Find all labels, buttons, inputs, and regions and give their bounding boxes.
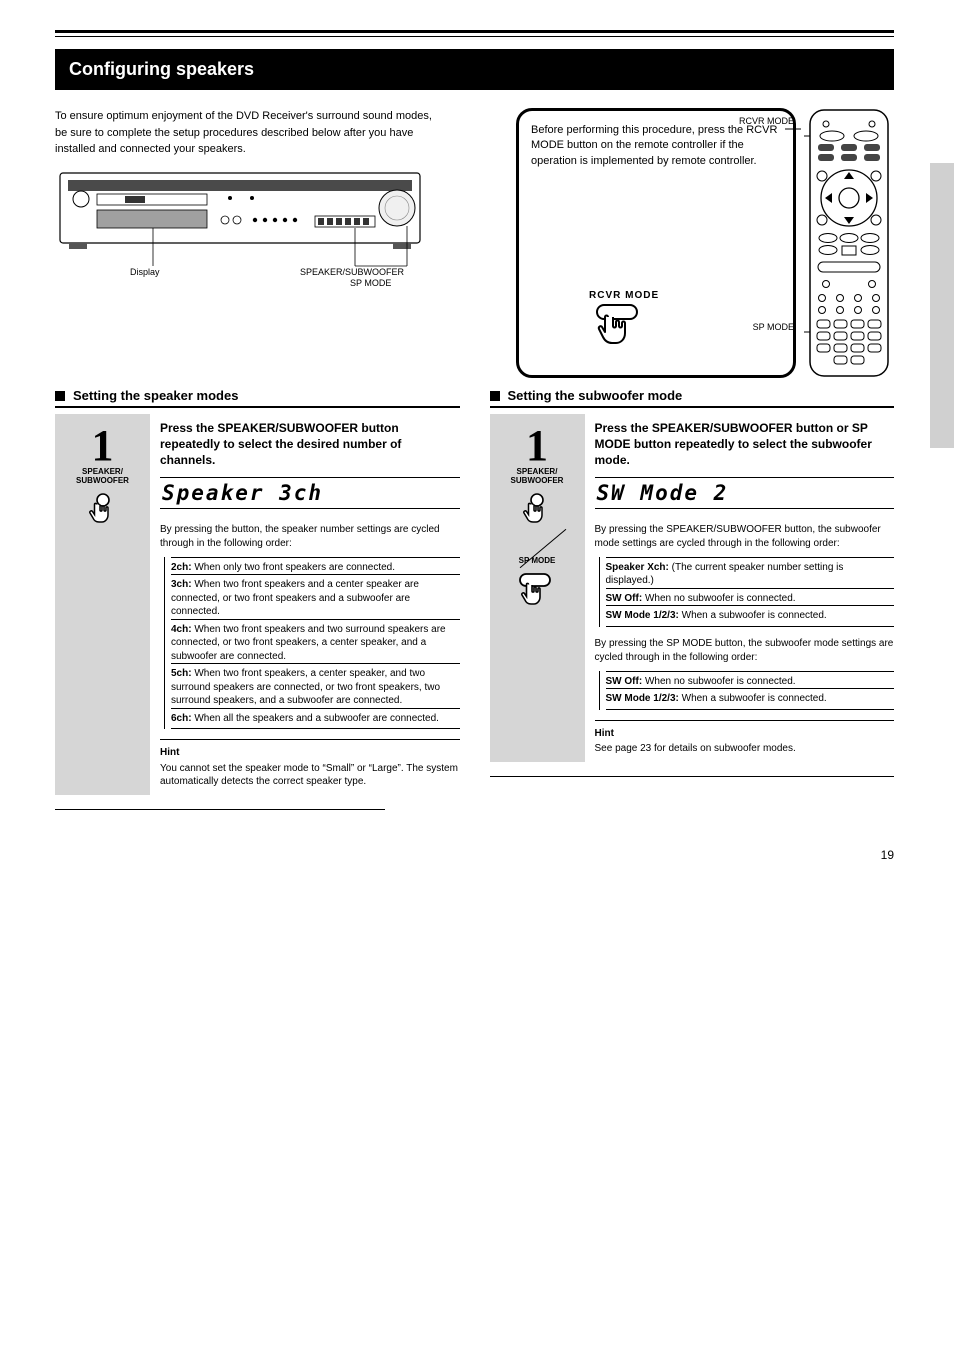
definition-row: 2ch: When only two front speakers are co… [171,557,460,575]
definition-row: Speaker Xch: (The current speaker number… [606,557,895,588]
device-label-sp-mode: SP MODE [350,278,391,288]
left-hint-title: Hint [160,746,460,760]
left-definitions: 2ch: When only two front speakers are co… [164,557,460,730]
remote-leader-spmode: SP MODE [753,322,794,332]
right-hint-title: Hint [595,727,895,741]
right-btn-label-a: SPEAKER/SUBWOOFER [511,468,564,486]
right-lead1: By pressing the SPEAKER/SUBWOOFER button… [595,523,895,551]
definition-row: SW Mode 1/2/3: When a subwoofer is conne… [606,688,895,710]
left-heading: Setting the speaker modes [55,388,460,408]
press-ring-icon [514,571,560,613]
left-heading-text: Setting the speaker modes [73,388,238,403]
remote-callout: Before performing this procedure, press … [516,108,796,378]
left-step-instruction: Press the SPEAKER/SUBWOOFER button repea… [160,420,460,469]
definition-row: SW Off: When no subwoofer is connected. [606,588,895,606]
right-step-instruction: Press the SPEAKER/SUBWOOFER button or SP… [595,420,895,469]
left-lead-text: By pressing the button, the speaker numb… [160,523,460,551]
press-hand-icon [589,301,649,356]
press-small-icon [520,492,554,530]
definition-row: 4ch: When two front speakers and two sur… [171,619,460,664]
section-header: Configuring speakers [55,49,894,90]
press-small-icon [86,492,120,530]
definition-row: SW Off: When no subwoofer is connected. [606,671,895,689]
intro-text: To ensure optimum enjoyment of the DVD R… [55,108,435,158]
right-heading-text: Setting the subwoofer mode [508,388,683,403]
left-hint-text: You cannot set the speaker mode to “Smal… [160,762,460,789]
left-btn-label: SPEAKER/SUBWOOFER [76,468,129,486]
right-definitions-2: SW Off: When no subwoofer is connected.S… [599,671,895,710]
right-bottom-rule [490,776,895,777]
right-step-number: 1 [526,424,548,468]
left-bottom-rule [55,809,385,810]
right-definitions-1: Speaker Xch: (The current speaker number… [599,557,895,627]
left-lcd-display: Speaker 3ch [160,477,460,509]
top-rule [55,30,894,37]
left-step-number: 1 [92,424,114,468]
right-heading: Setting the subwoofer mode [490,388,895,408]
right-lcd-display: SW Mode 2 [595,477,895,509]
right-hint-text: See page 23 for details on subwoofer mod… [595,742,895,756]
device-label-speaker-sub: SPEAKER/SUBWOOFER [300,267,404,277]
definition-row: 3ch: When two front speakers and a cente… [171,574,460,619]
definition-row: SW Mode 1/2/3: When a subwoofer is conne… [606,605,895,627]
definition-row: 5ch: When two front speakers, a center s… [171,663,460,708]
rcvr-mode-label: RCVR MODE [589,290,659,301]
remote-callout-text: Before performing this procedure, press … [531,123,781,169]
side-tab [930,163,954,448]
device-figure: Display SPEAKER/SUBWOOFER SP MODE [55,168,425,288]
device-label-display: Display [130,267,160,277]
remote-leader-rcvr: RCVR MODE [739,116,794,126]
right-lead2: By pressing the SP MODE button, the subw… [595,637,895,665]
definition-row: 6ch: When all the speakers and a subwoof… [171,708,460,730]
remote-controller-figure [804,108,894,378]
page-number: 19 [0,840,954,882]
